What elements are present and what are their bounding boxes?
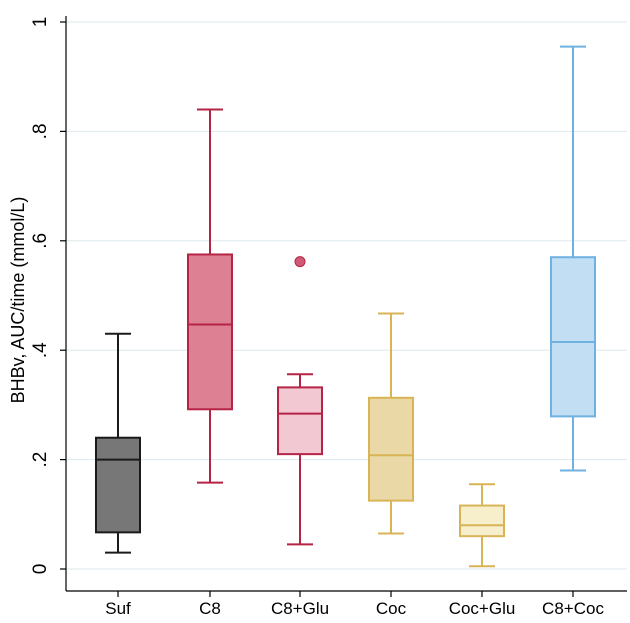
y-axis-title: BHBv, AUC/time (mmol/L) [8, 197, 28, 404]
box-iqr [368, 396, 414, 502]
outlier-point [294, 256, 306, 268]
x-tick-label: Coc [376, 599, 407, 618]
box-c8-glu [277, 256, 323, 546]
x-tick-label: C8 [199, 599, 221, 618]
box-iqr [95, 436, 141, 534]
box-suf [95, 332, 141, 554]
box-coc [368, 312, 414, 535]
x-tick-label: Suf [105, 599, 131, 618]
axes [65, 16, 627, 592]
box-iqr [277, 386, 323, 456]
y-tick-label: 0 [30, 564, 51, 575]
y-tick-label: .8 [30, 123, 51, 139]
y-tick-label: 1 [30, 17, 51, 28]
y-tick-label: .2 [30, 452, 51, 468]
box-iqr [187, 253, 233, 411]
x-tick-label: C8+Coc [542, 599, 604, 618]
x-tick-label: Coc+Glu [449, 599, 516, 618]
boxes [95, 45, 596, 568]
box-iqr [459, 504, 505, 538]
x-tick-label: C8+Glu [271, 599, 329, 618]
gridlines [66, 21, 627, 570]
x-ticks: Suf C8 C8+Glu Coc Coc+Glu C8+Coc [105, 591, 604, 618]
box-c8-coc [550, 45, 596, 472]
y-ticks: 0 .2 .4 .6 .8 1 [30, 17, 66, 575]
y-tick-label: .6 [30, 233, 51, 249]
box-iqr [550, 256, 596, 418]
y-tick-label: .4 [30, 342, 51, 358]
box-c8 [187, 108, 233, 484]
box-coc-glu [459, 483, 505, 568]
